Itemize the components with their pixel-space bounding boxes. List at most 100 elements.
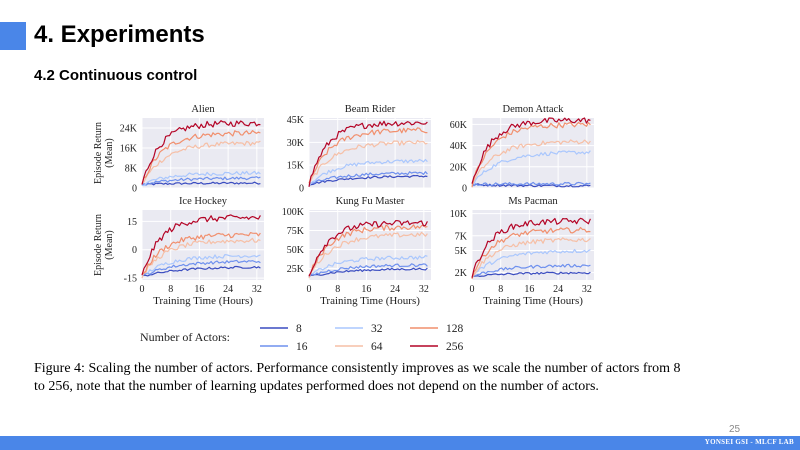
series-line-64-actors	[141, 140, 261, 184]
series-line-32-actors	[471, 248, 591, 279]
series-line-8-actors	[308, 267, 428, 278]
series-line-256-actors	[471, 217, 591, 278]
series-line-32-actors	[308, 255, 428, 276]
panel-title-ms-pacman: Ms Pacman	[508, 196, 558, 207]
series-line-128-actors	[471, 226, 591, 280]
x-tick-label: 24	[553, 284, 563, 295]
series-line-128-actors	[141, 130, 261, 185]
x-tick-label: 32	[419, 284, 429, 295]
panel-background-demon-attack	[472, 118, 594, 188]
series-line-8-actors	[308, 174, 428, 186]
y-axis-label: Episode Return(Mean)	[93, 214, 115, 276]
series-line-32-actors	[308, 158, 428, 187]
series-line-256-actors	[308, 220, 428, 277]
series-line-16-actors	[141, 259, 261, 277]
y-tick-label: 20K	[450, 162, 468, 173]
series-line-8-actors	[471, 271, 591, 277]
y-axis-label-line: (Mean)	[104, 138, 115, 167]
panel-title-ice-hockey: Ice Hockey	[179, 196, 228, 207]
legend-label-32: 32	[371, 323, 383, 335]
series-line-64-actors	[141, 237, 261, 279]
y-tick-label: 5K	[455, 246, 468, 257]
x-axis-label: Training Time (Hours)	[483, 295, 583, 307]
x-tick-label: 16	[194, 284, 204, 295]
y-tick-label: 16K	[120, 144, 138, 155]
x-axis-label: Training Time (Hours)	[320, 295, 420, 307]
y-axis-label: Episode Return(Mean)	[93, 122, 115, 184]
panel-background-ms-pacman	[472, 210, 594, 280]
panel-title-demon-attack: Demon Attack	[503, 104, 565, 115]
x-tick-label: 32	[252, 284, 262, 295]
x-tick-label: 0	[140, 284, 145, 295]
series-line-256-actors	[141, 214, 261, 276]
series-line-32-actors	[141, 170, 261, 187]
series-line-256-actors	[471, 117, 591, 184]
page-number: 25	[729, 424, 741, 435]
panel-title-alien: Alien	[191, 104, 215, 115]
y-tick-label: 15	[127, 217, 137, 228]
caption-text: Scaling the number of actors. Performanc…	[34, 361, 681, 394]
series-line-16-actors	[471, 181, 591, 187]
series-line-64-actors	[471, 237, 591, 278]
series-line-32-actors	[471, 150, 591, 185]
x-tick-label: 32	[582, 284, 592, 295]
x-tick-label: 24	[223, 284, 233, 295]
y-tick-label: 25K	[287, 264, 305, 275]
x-tick-label: 16	[524, 284, 534, 295]
figure-caption: Figure 4: Scaling the number of actors. …	[34, 360, 694, 396]
legend-title: Number of Actors:	[140, 330, 230, 344]
y-tick-label: 0	[462, 184, 467, 195]
footer-bar: YONSEI GSI - MLCF LAB	[0, 436, 800, 450]
panel-title-kung-fu-master: Kung Fu Master	[336, 196, 405, 207]
x-tick-label: 8	[168, 284, 173, 295]
y-tick-label: 0	[132, 184, 137, 195]
panel-background-alien	[142, 118, 264, 188]
x-tick-label: 0	[470, 284, 475, 295]
y-tick-label: 8K	[125, 164, 138, 175]
series-line-16-actors	[141, 176, 261, 187]
legend-label-64: 64	[371, 341, 383, 353]
y-tick-label: 0	[132, 245, 137, 256]
y-axis-label-line: Episode Return	[93, 122, 104, 184]
y-tick-label: 45K	[287, 115, 305, 126]
series-line-256-actors	[141, 120, 261, 185]
series-line-16-actors	[308, 263, 428, 278]
y-tick-label: 7K	[455, 231, 468, 242]
caption-label: Figure 4:	[34, 361, 85, 376]
y-tick-label: 10K	[450, 209, 468, 220]
legend-label-128: 128	[446, 323, 464, 335]
y-tick-label: 60K	[450, 120, 468, 131]
series-line-8-actors	[141, 265, 261, 277]
y-tick-label: 0	[299, 184, 304, 195]
series-line-16-actors	[308, 171, 428, 186]
x-tick-label: 24	[390, 284, 400, 295]
y-tick-label: 100K	[282, 207, 305, 218]
y-tick-label: 2K	[455, 268, 468, 279]
series-line-128-actors	[308, 224, 428, 276]
x-tick-label: 0	[307, 284, 312, 295]
series-line-64-actors	[471, 139, 591, 187]
panel-title-beam-rider: Beam Rider	[345, 104, 396, 115]
section-subtitle: 4.2 Continuous control	[34, 67, 198, 84]
y-tick-label: 15K	[287, 161, 305, 172]
x-tick-label: 8	[335, 284, 340, 295]
series-line-16-actors	[471, 263, 591, 278]
legend-label-16: 16	[296, 341, 308, 353]
y-axis-label-line: Episode Return	[93, 214, 104, 276]
y-tick-label: 40K	[450, 141, 468, 152]
series-line-8-actors	[141, 181, 261, 186]
y-tick-label: -15	[124, 274, 137, 285]
y-tick-label: 30K	[287, 138, 305, 149]
footer-lab-name: YONSEI GSI - MLCF LAB	[704, 438, 794, 446]
series-line-256-actors	[308, 120, 428, 187]
x-tick-label: 16	[361, 284, 371, 295]
series-line-64-actors	[308, 139, 428, 183]
y-tick-label: 24K	[120, 124, 138, 135]
legend-label-8: 8	[296, 323, 302, 335]
slide-title: 4. Experiments	[34, 21, 205, 48]
y-tick-label: 50K	[287, 245, 305, 256]
series-line-64-actors	[308, 231, 428, 279]
series-line-128-actors	[141, 232, 261, 275]
legend-label-256: 256	[446, 341, 464, 353]
